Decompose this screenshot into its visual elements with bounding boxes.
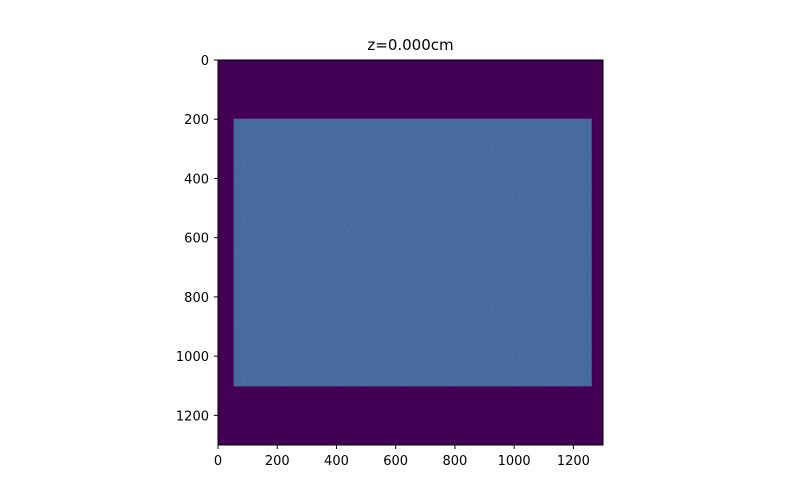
- y-tick-label: 400: [184, 172, 209, 187]
- x-tick-label: 400: [324, 454, 349, 469]
- x-tick-label: 800: [443, 454, 468, 469]
- y-tick-label: 0: [201, 54, 209, 69]
- x-tick-label: 200: [265, 454, 290, 469]
- y-tick-label: 1200: [176, 409, 209, 424]
- chart-title: z=0.000cm: [367, 36, 453, 54]
- x-tick-label: 600: [383, 454, 408, 469]
- y-tick-label: 1000: [176, 350, 209, 365]
- x-tick-label: 0: [214, 454, 222, 469]
- illuminated-region-edges: [234, 119, 592, 386]
- illuminated-region-border: [233, 118, 592, 387]
- y-tick-label: 200: [184, 113, 209, 128]
- y-tick-label: 600: [184, 232, 209, 247]
- axes-frame: [217, 59, 604, 446]
- y-tick-label: 800: [184, 291, 209, 306]
- x-tick-label: 1200: [557, 454, 590, 469]
- x-tick-label: 1000: [498, 454, 531, 469]
